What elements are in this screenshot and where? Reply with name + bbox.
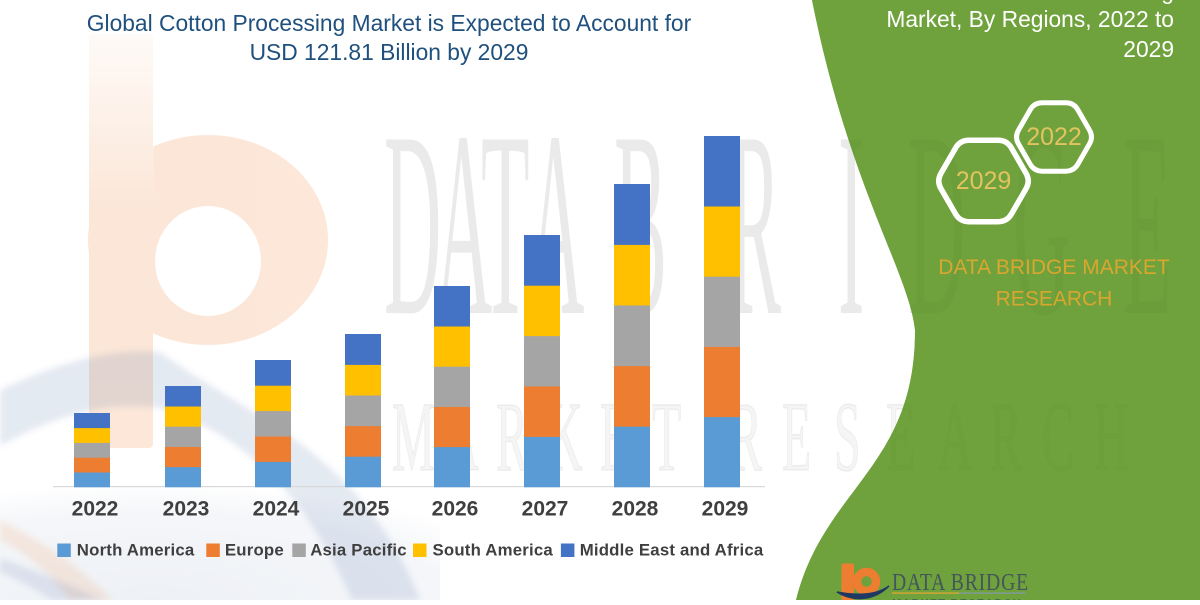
svg-text:Asia Pacific: Asia Pacific (310, 541, 407, 560)
svg-text:2029: 2029 (956, 167, 1012, 195)
svg-text:T: T (481, 79, 530, 372)
svg-text:Global Cotton Processing Marke: Global Cotton Processing Market is Expec… (87, 10, 692, 36)
svg-text:North America: North America (77, 541, 195, 560)
svg-text:2027: 2027 (522, 498, 569, 521)
svg-text:2029: 2029 (702, 498, 749, 521)
svg-text:M: M (392, 381, 435, 492)
svg-text:DATA BRIDGE MARKET: DATA BRIDGE MARKET (938, 256, 1170, 279)
svg-text:Middle East and Africa: Middle East and Africa (580, 541, 764, 560)
svg-text:S: S (834, 381, 861, 492)
svg-text:2022: 2022 (1026, 123, 1082, 151)
svg-text:2022: 2022 (72, 498, 119, 521)
svg-text:2028: 2028 (612, 498, 659, 521)
svg-text:2023: 2023 (163, 498, 210, 521)
svg-text:Europe: Europe (225, 541, 284, 560)
svg-text:USD 121.81 Billion by 2029: USD 121.81 Billion by 2029 (250, 39, 529, 65)
svg-text:DATA BRIDGE: DATA BRIDGE (892, 568, 1029, 595)
svg-text:Global Cotton Processing: Global Cotton Processing (915, 0, 1174, 4)
svg-text:R: R (496, 381, 528, 492)
svg-text:T: T (652, 381, 681, 492)
svg-text:RESEARCH: RESEARCH (996, 288, 1113, 311)
svg-text:2025: 2025 (343, 498, 390, 521)
svg-text:D: D (384, 79, 441, 372)
svg-text:2026: 2026 (432, 498, 479, 521)
svg-text:South America: South America (433, 541, 554, 560)
svg-text:2029: 2029 (1123, 36, 1174, 62)
svg-text:2024: 2024 (253, 498, 300, 521)
svg-text:Market, By Regions, 2022 to: Market, By Regions, 2022 to (886, 6, 1174, 32)
svg-text:E: E (782, 381, 811, 492)
